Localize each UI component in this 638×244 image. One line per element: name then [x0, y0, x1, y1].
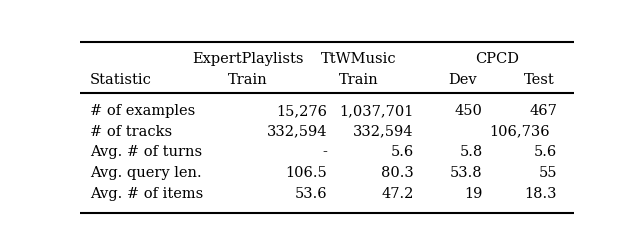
- Text: # of examples: # of examples: [89, 104, 195, 118]
- Text: 5.8: 5.8: [459, 145, 483, 159]
- Text: Statistic: Statistic: [89, 73, 151, 87]
- Text: 5.6: 5.6: [390, 145, 413, 159]
- Text: ExpertPlaylists: ExpertPlaylists: [192, 52, 304, 66]
- Text: -: -: [322, 145, 327, 159]
- Text: # of tracks: # of tracks: [89, 125, 172, 139]
- Text: 47.2: 47.2: [381, 187, 413, 201]
- Text: Avg. # of items: Avg. # of items: [89, 187, 203, 201]
- Text: CPCD: CPCD: [475, 52, 519, 66]
- Text: 450: 450: [455, 104, 483, 118]
- Text: 106.5: 106.5: [285, 166, 327, 180]
- Text: TtWMusic: TtWMusic: [322, 52, 397, 66]
- Text: Train: Train: [339, 73, 379, 87]
- Text: 332,594: 332,594: [353, 125, 413, 139]
- Text: 53.8: 53.8: [450, 166, 483, 180]
- Text: 18.3: 18.3: [524, 187, 557, 201]
- Text: Avg. # of turns: Avg. # of turns: [89, 145, 202, 159]
- Text: Dev: Dev: [449, 73, 477, 87]
- Text: 106,736: 106,736: [489, 125, 550, 139]
- Text: 19: 19: [464, 187, 483, 201]
- Text: 55: 55: [538, 166, 557, 180]
- Text: 15,276: 15,276: [276, 104, 327, 118]
- Text: 5.6: 5.6: [533, 145, 557, 159]
- Text: 467: 467: [529, 104, 557, 118]
- Text: 80.3: 80.3: [381, 166, 413, 180]
- Text: 1,037,701: 1,037,701: [339, 104, 413, 118]
- Text: Train: Train: [228, 73, 268, 87]
- Text: 332,594: 332,594: [267, 125, 327, 139]
- Text: Avg. query len.: Avg. query len.: [89, 166, 201, 180]
- Text: Test: Test: [524, 73, 555, 87]
- Text: 53.6: 53.6: [294, 187, 327, 201]
